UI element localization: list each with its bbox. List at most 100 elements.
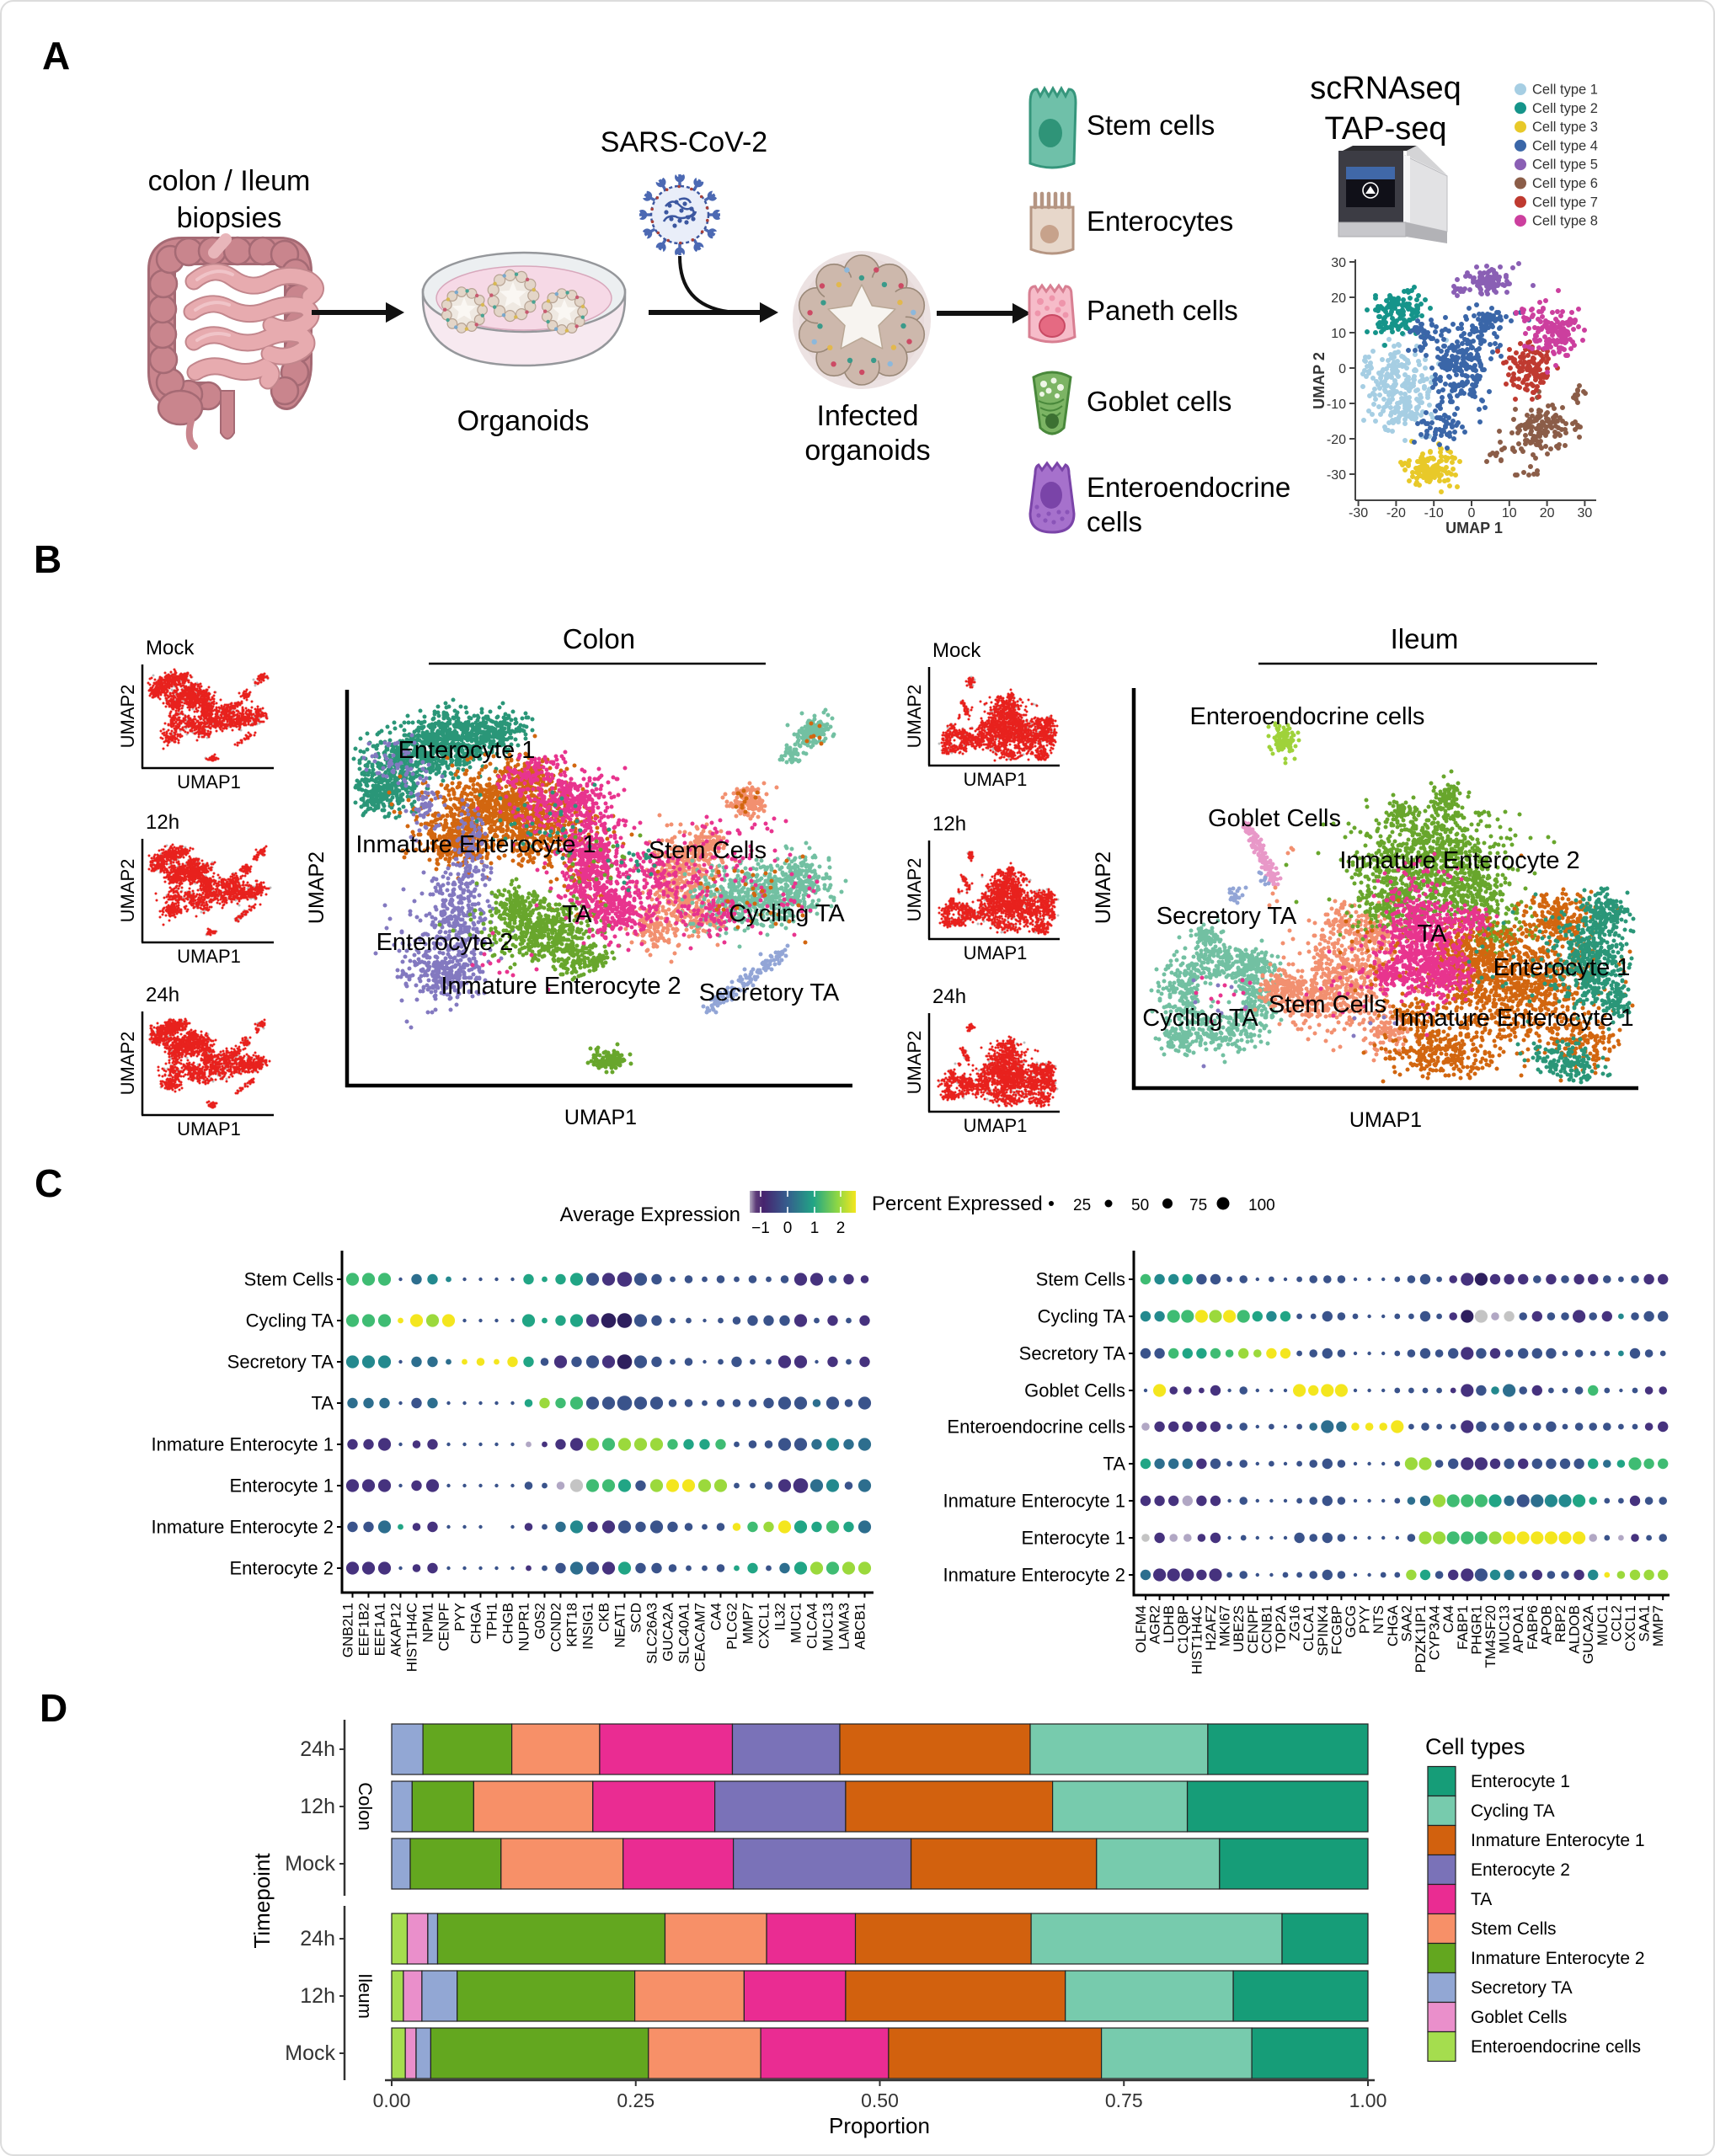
svg-text:Organoids: Organoids (457, 405, 590, 437)
svg-text:colon / Ileum: colon / Ileum (148, 165, 311, 197)
svg-text:UMAP1: UMAP1 (177, 771, 241, 792)
svg-text:0.50: 0.50 (861, 2089, 899, 2111)
svg-text:Enteroendocrine cells: Enteroendocrine cells (947, 1417, 1125, 1438)
svg-text:Cell type 7: Cell type 7 (1532, 195, 1598, 210)
svg-text:Cell type 5: Cell type 5 (1532, 157, 1598, 173)
svg-text:12h: 12h (300, 1795, 335, 1818)
svg-text:Inmature Enterocyte 1: Inmature Enterocyte 1 (943, 1491, 1125, 1512)
svg-text:SARS-CoV-2: SARS-CoV-2 (601, 126, 767, 158)
svg-text:D: D (40, 1686, 67, 1730)
svg-text:Cell type 8: Cell type 8 (1532, 214, 1598, 229)
svg-text:UMAP2: UMAP2 (117, 859, 138, 923)
svg-text:PYY: PYY (452, 1603, 468, 1631)
svg-text:TA: TA (1418, 921, 1448, 947)
svg-text:24h: 24h (932, 985, 966, 1008)
svg-text:APOA1: APOA1 (1510, 1605, 1526, 1653)
svg-text:CHGA: CHGA (1385, 1604, 1401, 1646)
svg-text:UMAP 2: UMAP 2 (1311, 352, 1328, 409)
svg-text:GUCA2A: GUCA2A (1580, 1604, 1596, 1664)
svg-text:0.25: 0.25 (617, 2089, 654, 2111)
svg-text:Enteroendocrine cells: Enteroendocrine cells (1190, 703, 1425, 730)
svg-text:Percent Expressed: Percent Expressed (872, 1193, 1043, 1215)
svg-text:100: 100 (1248, 1197, 1275, 1214)
svg-text:NTS: NTS (1370, 1605, 1386, 1634)
svg-text:-30: -30 (1327, 468, 1346, 483)
svg-text:Goblet Cells: Goblet Cells (1208, 805, 1341, 832)
svg-text:UMAP1: UMAP1 (964, 1115, 1028, 1136)
svg-text:Average Expression: Average Expression (560, 1203, 740, 1226)
svg-text:UMAP1: UMAP1 (964, 942, 1028, 963)
svg-text:TA: TA (1471, 1890, 1492, 1909)
svg-text:PHGR1: PHGR1 (1468, 1605, 1484, 1655)
svg-text:Stem cells: Stem cells (1087, 109, 1215, 141)
svg-text:MUC13: MUC13 (1497, 1605, 1513, 1654)
svg-text:Cell types: Cell types (1425, 1734, 1525, 1759)
svg-text:UBE2S: UBE2S (1231, 1605, 1247, 1652)
svg-text:NPM1: NPM1 (420, 1603, 436, 1642)
svg-text:Stem Cells: Stem Cells (1471, 1919, 1557, 1939)
svg-text:CCND2: CCND2 (548, 1603, 564, 1652)
svg-text:Enterocyte 1: Enterocyte 1 (398, 737, 536, 764)
svg-text:UMAP 1: UMAP 1 (1445, 520, 1503, 536)
svg-text:Inmature Enterocyte 2: Inmature Enterocyte 2 (943, 1565, 1125, 1586)
svg-text:Enterocyte 2: Enterocyte 2 (229, 1558, 334, 1579)
svg-text:12h: 12h (146, 811, 179, 834)
svg-text:HIST1H4C: HIST1H4C (1189, 1605, 1205, 1674)
svg-text:TA: TA (1103, 1454, 1126, 1475)
svg-text:−1: −1 (751, 1219, 770, 1237)
svg-text:0: 0 (783, 1219, 793, 1237)
svg-text:-30: -30 (1349, 506, 1368, 520)
svg-text:EEF1B2: EEF1B2 (356, 1603, 372, 1656)
svg-text:Goblet cells: Goblet cells (1087, 386, 1231, 417)
svg-text:30: 30 (1578, 506, 1593, 520)
svg-text:UMAP2: UMAP2 (904, 858, 925, 922)
svg-text:UMAP2: UMAP2 (904, 1031, 925, 1095)
svg-text:AKAP12: AKAP12 (388, 1603, 404, 1657)
svg-text:Cell type 4: Cell type 4 (1532, 138, 1598, 153)
svg-text:Enterocytes: Enterocytes (1087, 205, 1233, 237)
svg-text:C1QBP: C1QBP (1175, 1605, 1191, 1654)
svg-text:H2AFZ: H2AFZ (1203, 1605, 1219, 1651)
svg-text:Enterocyte 1: Enterocyte 1 (1493, 954, 1631, 981)
svg-text:AGR2: AGR2 (1147, 1605, 1163, 1644)
svg-text:SAA2: SAA2 (1398, 1605, 1414, 1641)
svg-text:25: 25 (1073, 1197, 1091, 1214)
svg-text:ZG16: ZG16 (1287, 1605, 1303, 1641)
svg-text:Ileum: Ileum (1391, 623, 1459, 654)
svg-text:MMP7: MMP7 (740, 1603, 756, 1644)
svg-text:-10: -10 (1327, 398, 1346, 412)
svg-text:biopsies: biopsies (177, 202, 282, 234)
svg-text:Secretory TA: Secretory TA (1019, 1343, 1126, 1364)
svg-text:Enterocyte 2: Enterocyte 2 (1471, 1860, 1570, 1880)
svg-text:0: 0 (1338, 362, 1346, 376)
svg-text:12h: 12h (300, 1984, 335, 2008)
svg-text:GUCA2A: GUCA2A (660, 1602, 676, 1662)
svg-text:C: C (35, 1161, 62, 1205)
svg-text:Mock: Mock (932, 639, 981, 662)
svg-text:Cycling TA: Cycling TA (246, 1310, 334, 1331)
svg-text:RBP2: RBP2 (1552, 1605, 1568, 1642)
svg-text:Cell type 3: Cell type 3 (1532, 120, 1598, 135)
svg-text:0.00: 0.00 (373, 2089, 411, 2111)
svg-text:Cycling TA: Cycling TA (1038, 1306, 1126, 1327)
svg-text:LDHB: LDHB (1161, 1605, 1177, 1643)
svg-text:B: B (34, 537, 61, 581)
svg-text:Secretory TA: Secretory TA (227, 1352, 334, 1373)
svg-text:Cycling TA: Cycling TA (729, 900, 845, 927)
svg-text:G0S2: G0S2 (532, 1603, 548, 1639)
svg-text:Colon: Colon (563, 623, 635, 654)
svg-text:20: 20 (1540, 506, 1555, 520)
svg-text:Cell type 2: Cell type 2 (1532, 101, 1598, 116)
svg-text:Inmature Enterocyte 1: Inmature Enterocyte 1 (1393, 1005, 1633, 1032)
svg-text:Stem Cells: Stem Cells (244, 1269, 334, 1290)
svg-text:75: 75 (1189, 1197, 1207, 1214)
svg-text:-20: -20 (1327, 433, 1346, 447)
svg-text:LAMA3: LAMA3 (836, 1603, 852, 1650)
svg-text:Secretory TA: Secretory TA (699, 979, 840, 1006)
svg-text:Timepoint: Timepoint (249, 1853, 275, 1949)
svg-text:UMAP1: UMAP1 (177, 1118, 241, 1139)
svg-text:Inmature Enterocyte 2: Inmature Enterocyte 2 (152, 1517, 334, 1538)
svg-text:24h: 24h (300, 1737, 335, 1761)
svg-text:Mock: Mock (146, 637, 195, 659)
svg-text:Ileum: Ileum (355, 1973, 376, 2019)
